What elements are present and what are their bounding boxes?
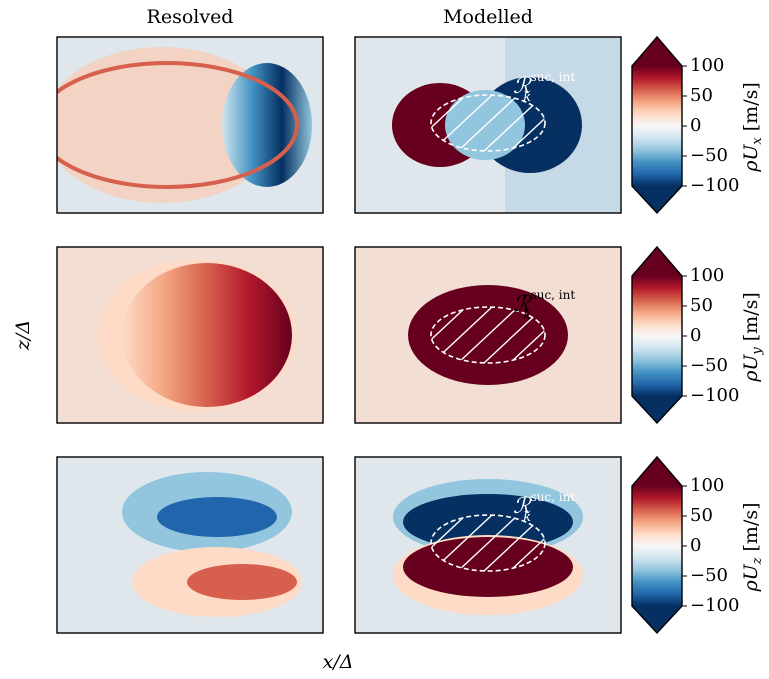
- resolved-field: [57, 247, 323, 423]
- region-sup: suc, int: [531, 490, 576, 504]
- column-title: Resolved: [147, 6, 234, 28]
- modelled-field: [355, 37, 621, 213]
- field: [157, 497, 277, 537]
- region-symbol: ℛ: [513, 74, 532, 99]
- colorbar-extend: [632, 457, 682, 486]
- region-symbol: ℛ: [513, 494, 532, 519]
- colorbar: [632, 66, 682, 186]
- colorbar-unit: [m/s]: [740, 502, 762, 551]
- colorbar-tick-label: −50: [690, 565, 728, 586]
- region-sub: k: [523, 308, 531, 323]
- field: [222, 63, 312, 187]
- colorbar-tick-label: 0: [690, 325, 701, 346]
- hatch-line: [509, 307, 545, 363]
- panel-frame: [354, 456, 622, 634]
- colorbar: [632, 276, 682, 396]
- field: [57, 61, 299, 189]
- modelled-field: [355, 247, 621, 423]
- field: [57, 47, 280, 203]
- hatch-line: [457, 515, 519, 571]
- field: [122, 263, 292, 407]
- colorbar-extend: [632, 37, 682, 66]
- region-sup: suc, int: [531, 288, 576, 302]
- colorbar-tick-label: −100: [690, 175, 739, 196]
- colorbar-sub: x: [750, 137, 765, 145]
- colorbar-symbol: ρU: [740, 354, 762, 383]
- panel-frame: [354, 36, 622, 214]
- colorbar-extend: [632, 247, 682, 276]
- field: [187, 564, 297, 600]
- x-axis-label: x/Δ: [323, 651, 354, 673]
- colorbar-tick-label: −50: [690, 145, 728, 166]
- hatch-line: [457, 307, 519, 363]
- panel-frame: [56, 246, 324, 424]
- colorbar-extend: [632, 606, 682, 633]
- colorbar-tick-label: 100: [690, 55, 724, 76]
- hatch-line: [509, 515, 545, 571]
- panel-frame: [56, 456, 324, 634]
- colorbar-extend: [632, 186, 682, 213]
- colorbar-tick-label: −50: [690, 355, 728, 376]
- colorbar-tick-label: 100: [690, 475, 724, 496]
- panel-frame: [354, 246, 622, 424]
- y-axis-label: z/Δ: [12, 320, 34, 351]
- colorbar-tick-label: 100: [690, 265, 724, 286]
- colorbar-tick-label: 50: [690, 85, 713, 106]
- panel-frame: [56, 36, 324, 214]
- colorbar-symbol: ρU: [740, 144, 762, 173]
- region-sub: k: [523, 90, 531, 105]
- resolved-field: [57, 37, 323, 213]
- hatch-lines: [431, 307, 545, 363]
- colorbar-unit: [m/s]: [740, 292, 762, 341]
- region-outline: [430, 514, 546, 572]
- field: [403, 494, 573, 550]
- hatch-line: [431, 307, 467, 363]
- hatch-line: [509, 95, 545, 151]
- column-title: Modelled: [443, 6, 533, 28]
- region-symbol: ℛ: [513, 292, 532, 317]
- hatch-line: [431, 95, 467, 151]
- region-sub: k: [523, 510, 531, 525]
- colorbar-unit: [m/s]: [740, 82, 762, 131]
- hatch-line: [431, 515, 467, 571]
- colorbar-tick-label: 50: [690, 505, 713, 526]
- region-outline: [430, 306, 546, 364]
- region-sup: suc, int: [531, 70, 576, 84]
- resolved-field: [57, 457, 323, 633]
- region-outline: [430, 94, 546, 152]
- region-label: ℛsuc, int k: [513, 490, 575, 525]
- hatch-line: [457, 95, 519, 151]
- colorbar-extend: [632, 396, 682, 423]
- colorbar-label: ρUx [m/s]: [740, 82, 765, 173]
- colorbar-label: ρUz [m/s]: [740, 502, 765, 592]
- colorbar-tick-label: 0: [690, 535, 701, 556]
- region-label: ℛsuc, int k: [513, 288, 575, 323]
- modelled-field: [355, 457, 621, 633]
- colorbar-tick-label: −100: [690, 385, 739, 406]
- colorbar-tick-label: −100: [690, 595, 739, 616]
- colorbar-sub: z: [750, 557, 765, 565]
- colorbar-sub: y: [750, 347, 765, 356]
- colorbar-tick-label: 0: [690, 115, 701, 136]
- colorbar-tick-label: 50: [690, 295, 713, 316]
- region-label: ℛsuc, int k: [513, 70, 575, 105]
- colorbar-label: ρUy [m/s]: [740, 292, 765, 383]
- colorbar: [632, 486, 682, 606]
- colorbar-symbol: ρU: [740, 563, 762, 592]
